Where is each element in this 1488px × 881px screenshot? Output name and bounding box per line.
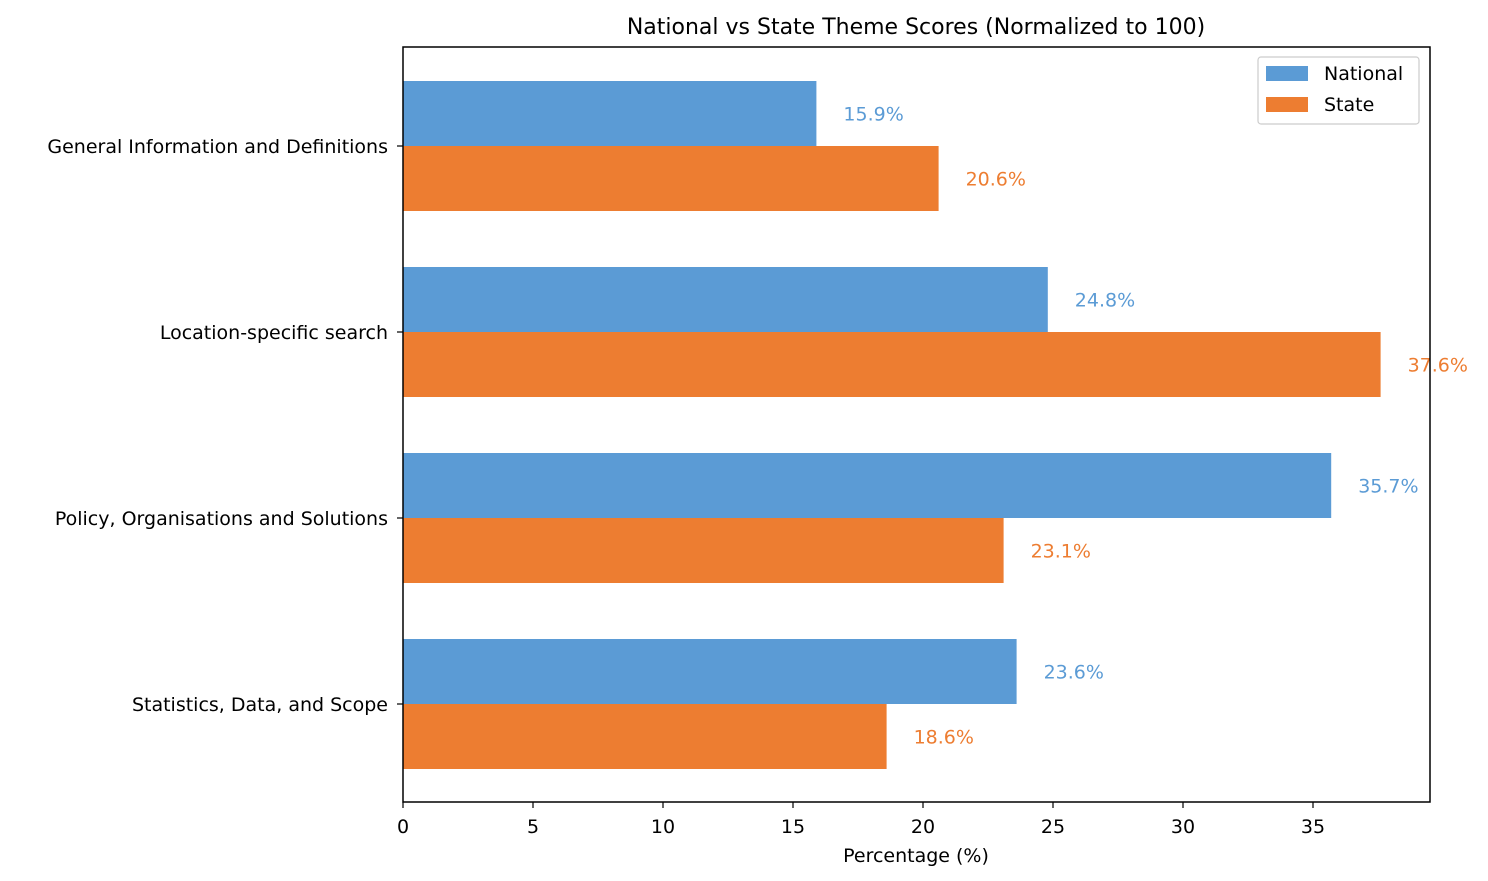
x-tick-label: 35: [1301, 816, 1325, 838]
value-label-national-statistics-data-and-scope: 23.6%: [1044, 662, 1104, 684]
bar-national-location-specific-search: [403, 267, 1048, 332]
bar-national-statistics-data-and-scope: [403, 639, 1017, 704]
plot-frame: [402, 46, 1431, 803]
legend-label-state: State: [1324, 94, 1374, 116]
value-label-state-general-information-and-definitions: 20.6%: [966, 169, 1026, 191]
chart-title: National vs State Theme Scores (Normaliz…: [627, 15, 1205, 40]
y-axis: General Information and Definitions Locat…: [47, 136, 403, 716]
value-label-state-location-specific-search: 37.6%: [1408, 355, 1468, 377]
bar-national-policy-organisations-and-solutions: [403, 453, 1332, 518]
bar-state-location-specific-search: [403, 332, 1381, 397]
value-label-state-policy-organisations-and-solutions: 23.1%: [1031, 541, 1091, 563]
category-label-policy-organisations-and-solutions: Policy, Organisations and Solutions: [55, 508, 388, 530]
x-tick-label: 0: [397, 816, 409, 838]
x-tick-label: 15: [781, 816, 805, 838]
bar-state-statistics-data-and-scope: [403, 704, 887, 769]
x-tick-label: 5: [527, 816, 539, 838]
x-tick-label: 20: [911, 816, 935, 838]
value-label-state-statistics-data-and-scope: 18.6%: [914, 727, 974, 749]
value-label-national-policy-organisations-and-solutions: 35.7%: [1358, 476, 1418, 498]
x-tick-label: 10: [651, 816, 675, 838]
category-label-general-information-and-definitions: General Information and Definitions: [47, 136, 388, 158]
bar-state-general-information-and-definitions: [403, 146, 939, 211]
x-axis: 0 5 10 15 20 25 30 35: [397, 802, 1325, 838]
value-labels-layer: 15.9% 20.6% 24.8% 37.6% 35.7% 23.1% 23.6% 18.6%: [843, 104, 1468, 749]
legend-swatch-state: [1266, 97, 1308, 112]
value-label-national-location-specific-search: 24.8%: [1075, 290, 1135, 312]
bars-layer: [403, 81, 1381, 769]
x-tick-label: 30: [1171, 816, 1195, 838]
legend-label-national: National: [1324, 63, 1403, 85]
legend-swatch-national: [1266, 66, 1308, 81]
legend: National State: [1257, 56, 1420, 125]
x-tick-label: 25: [1041, 816, 1065, 838]
category-label-location-specific-search: Location-specific search: [160, 322, 388, 344]
value-label-national-general-information-and-definitions: 15.9%: [843, 104, 903, 126]
bar-state-policy-organisations-and-solutions: [403, 518, 1004, 583]
x-axis-label: Percentage (%): [843, 845, 989, 867]
bar-national-general-information-and-definitions: [403, 81, 817, 146]
category-label-statistics-data-and-scope: Statistics, Data, and Scope: [132, 694, 388, 716]
